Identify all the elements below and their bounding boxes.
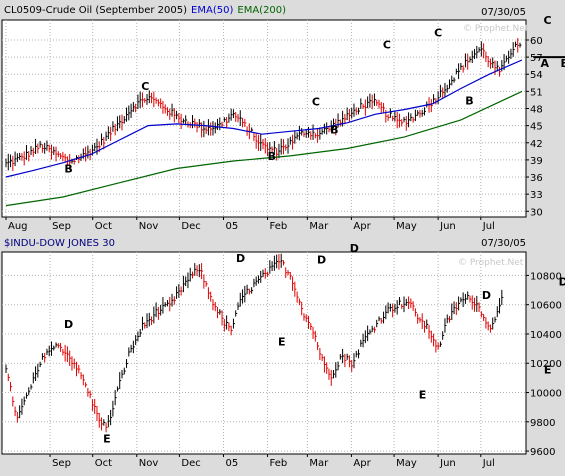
- dow-jones-title: $INDU-DOW JONES 30: [4, 238, 115, 249]
- crude-oil-y-axis: 30 33 36 39 42 45 48 51 54 57 60: [526, 36, 543, 218]
- x-tick-label: Nov: [139, 458, 159, 469]
- annotation-label: D: [482, 289, 491, 302]
- y-tick-label: 10800: [530, 271, 562, 282]
- x-tick-label: Aug: [8, 221, 28, 232]
- y-tick-label: 9600: [530, 447, 555, 458]
- x-tick-label: Jun: [439, 221, 456, 232]
- x-tick-label: Nov: [139, 221, 159, 232]
- crude-oil-grid: [2, 20, 526, 217]
- crude-oil-series: [5, 38, 565, 207]
- y-tick-label: 9800: [530, 418, 555, 429]
- annotation-label: C: [141, 80, 149, 93]
- annotation-label: E: [544, 363, 552, 376]
- y-tick-label: 10400: [530, 330, 562, 341]
- crude-oil-x-axis: Aug Sep Oct Nov Dec 05 Feb Mar Apr May Jun Jul: [5, 217, 495, 232]
- x-tick-label: Mar: [309, 221, 329, 232]
- annotation-label: E: [103, 432, 111, 445]
- dow-jones-plot-area: [1, 251, 527, 455]
- x-tick-label: Sep: [52, 458, 71, 469]
- dow-jones-series: [5, 253, 504, 433]
- dow-jones-panel: 9600 9800 10000 10200 10400 10600 10800 Sep Oct…: [1, 238, 565, 469]
- y-tick-label: 48: [530, 105, 543, 116]
- annotation-label: E: [278, 336, 286, 349]
- annotation-label: D: [64, 318, 73, 331]
- crude-oil-watermark: © Prophet.Net: [463, 24, 529, 34]
- y-tick-label: 33: [530, 190, 543, 201]
- annotation-label: B: [465, 95, 473, 108]
- x-tick-label: Sep: [52, 221, 71, 232]
- ema50-line: [5, 59, 523, 178]
- annotation-label: D: [236, 252, 245, 265]
- dow-jones-x-axis: Sep Oct Nov Dec 05 Feb Mar Apr May Jun Jul: [49, 454, 495, 469]
- title-part: EMA(50): [191, 5, 233, 16]
- dow-jones-date: 07/30/05: [481, 238, 526, 249]
- annotation-label: E: [419, 388, 427, 401]
- annotation-label: C: [383, 39, 391, 52]
- x-tick-label: Mar: [309, 458, 329, 469]
- annotation-label: C: [312, 96, 320, 109]
- dow-jones-y-axis: 9600 9800 10000 10200 10400 10600 10800: [526, 271, 562, 458]
- x-tick-label: Apr: [353, 458, 371, 469]
- y-tick-label: 10000: [530, 389, 562, 400]
- y-tick-label: 51: [530, 87, 543, 98]
- title-part: CL0509-Crude Oil (September 2005): [4, 5, 187, 16]
- annotation-label: C: [434, 27, 442, 40]
- title-part: EMA(200): [237, 5, 286, 16]
- x-tick-label: Oct: [95, 458, 112, 469]
- crude-oil-plot-area: [1, 19, 527, 218]
- x-tick-label: 05: [225, 221, 238, 232]
- x-tick-label: Jul: [482, 458, 495, 469]
- annotation-label: A: [540, 57, 549, 70]
- annotation-label: B: [268, 150, 276, 163]
- ema200-line: [5, 90, 523, 207]
- x-tick-label: 05: [225, 458, 238, 469]
- x-tick-label: Apr: [353, 221, 371, 232]
- annotation-label: B: [330, 124, 338, 137]
- annotation-label: D: [317, 254, 326, 267]
- y-tick-label: 36: [530, 173, 543, 184]
- y-tick-label: 54: [530, 70, 543, 81]
- dow-jones-watermark: © Prophet.Net: [458, 258, 524, 268]
- crude-oil-date: 07/30/05: [481, 7, 526, 18]
- crude-oil-title: CL0509-Crude Oil (September 2005) EMA(50)…: [4, 5, 286, 16]
- annotation-label: C: [544, 14, 552, 27]
- annotation-label: D: [559, 276, 565, 289]
- x-tick-label: Dec: [181, 221, 200, 232]
- annotation-label: B: [560, 57, 565, 70]
- x-tick-label: May: [396, 458, 417, 469]
- x-tick-label: Dec: [181, 458, 200, 469]
- x-tick-label: Oct: [95, 221, 112, 232]
- annotation-label: B: [64, 162, 72, 175]
- x-tick-label: Jul: [482, 221, 495, 232]
- dow-jones-annotations: D E D E D D E D E D: [64, 242, 565, 445]
- y-tick-label: 45: [530, 122, 543, 133]
- x-tick-label: Feb: [270, 221, 288, 232]
- y-tick-label: 42: [530, 139, 543, 150]
- y-tick-label: 57: [530, 53, 543, 64]
- annotation-label: D: [350, 242, 359, 255]
- y-tick-label: 10600: [530, 301, 562, 312]
- y-tick-label: 39: [530, 156, 543, 167]
- x-tick-label: Jun: [439, 458, 456, 469]
- x-tick-label: May: [396, 221, 417, 232]
- y-tick-label: 60: [530, 36, 543, 47]
- crude-oil-panel: 30 33 36 39 42 45 48 51 54 57 60 Aug Sep Oct Nov Dec 05…: [1, 5, 565, 232]
- x-tick-label: Feb: [270, 458, 288, 469]
- y-tick-label: 10200: [530, 359, 562, 370]
- y-tick-label: 30: [530, 207, 543, 218]
